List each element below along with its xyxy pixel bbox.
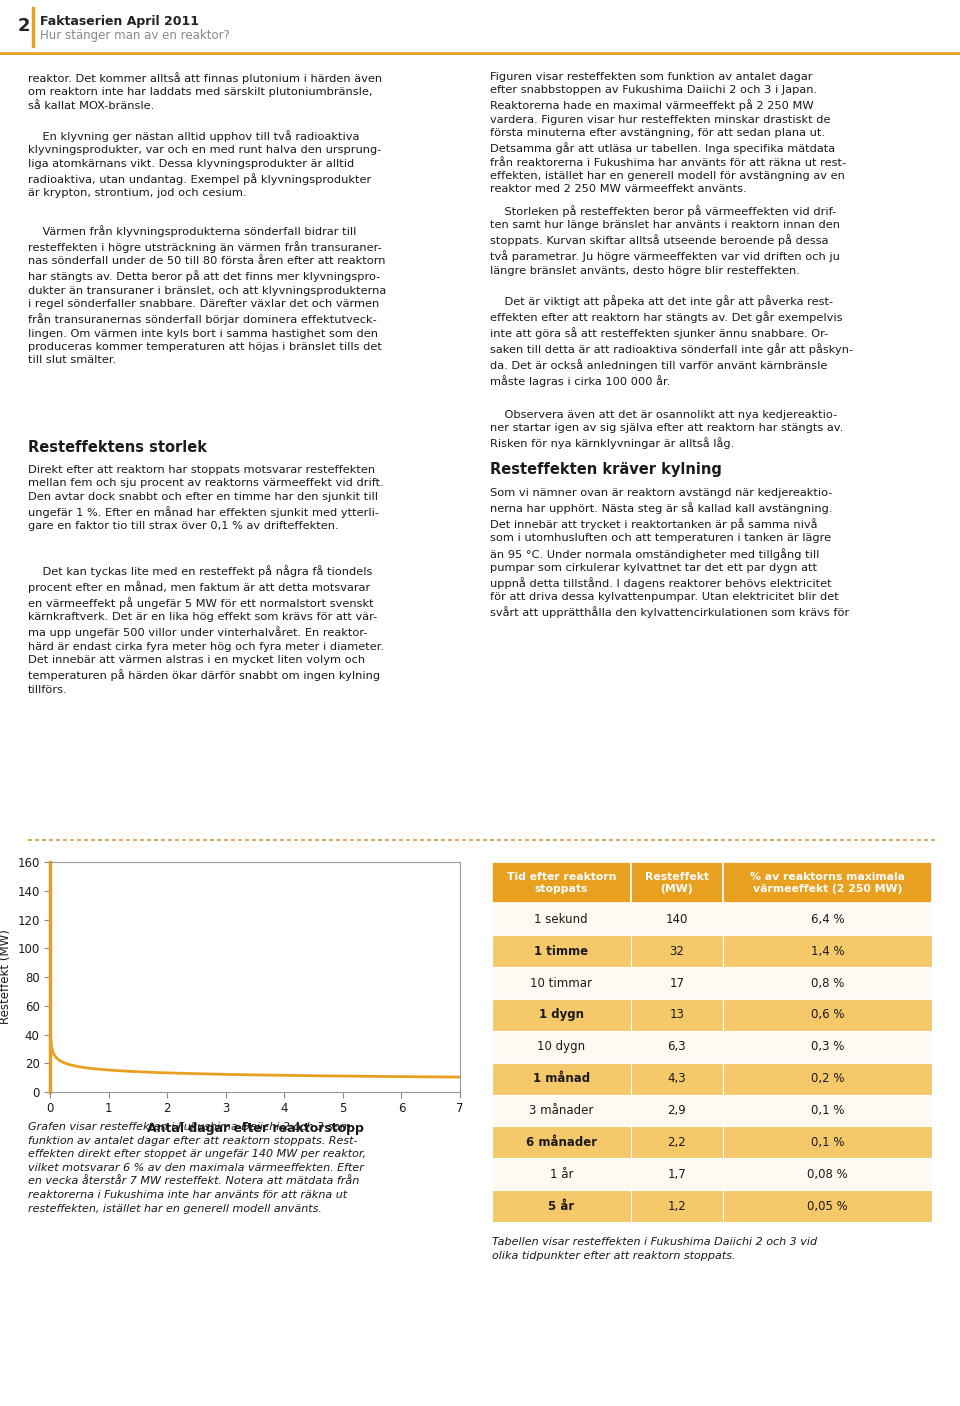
Text: Faktaserien April 2011: Faktaserien April 2011 <box>40 15 199 28</box>
Text: 1 månad: 1 månad <box>533 1073 589 1085</box>
Bar <box>492 1094 631 1126</box>
Text: 3 månader: 3 månader <box>529 1104 593 1116</box>
Text: 1 timme: 1 timme <box>534 945 588 957</box>
Bar <box>631 1000 723 1031</box>
Text: 0,08 %: 0,08 % <box>807 1168 848 1181</box>
Text: 1,2: 1,2 <box>667 1199 686 1212</box>
Bar <box>492 967 631 1000</box>
Bar <box>32 7 34 46</box>
Y-axis label: Resteffekt (MW): Resteffekt (MW) <box>0 929 12 1025</box>
Text: 0,8 %: 0,8 % <box>811 977 844 990</box>
Text: 2: 2 <box>18 17 31 35</box>
Bar <box>723 967 932 1000</box>
Bar <box>631 1189 723 1222</box>
Text: 0,05 %: 0,05 % <box>807 1199 848 1212</box>
X-axis label: Antal dagar efter reaktorstopp: Antal dagar efter reaktorstopp <box>147 1122 364 1136</box>
Text: Figuren visar resteffekten som funktion av antalet dagar
efter snabbstoppen av F: Figuren visar resteffekten som funktion … <box>490 72 846 194</box>
Bar <box>631 1031 723 1063</box>
Text: 0,3 %: 0,3 % <box>811 1040 844 1053</box>
Text: 0,1 %: 0,1 % <box>811 1136 844 1149</box>
Bar <box>723 1063 932 1094</box>
Bar <box>631 967 723 1000</box>
Text: 6,3: 6,3 <box>667 1040 686 1053</box>
Text: Det är viktigt att påpeka att det inte går att påverka rest-
effekten efter att : Det är viktigt att påpeka att det inte g… <box>490 295 853 387</box>
Text: 0,1 %: 0,1 % <box>811 1104 844 1116</box>
Bar <box>723 1031 932 1063</box>
Text: Tid efter reaktorn
stoppats: Tid efter reaktorn stoppats <box>507 872 616 894</box>
Text: En klyvning ger nästan alltid upphov till två radioaktiva
klyvningsprodukter, va: En klyvning ger nästan alltid upphov til… <box>28 129 381 198</box>
Text: 140: 140 <box>665 912 688 925</box>
Bar <box>631 1094 723 1126</box>
Bar <box>492 1159 631 1189</box>
Text: Det kan tyckas lite med en resteffekt på några få tiondels
procent efter en måna: Det kan tyckas lite med en resteffekt på… <box>28 565 384 695</box>
Bar <box>492 1031 631 1063</box>
Text: 1,7: 1,7 <box>667 1168 686 1181</box>
Bar <box>631 1126 723 1159</box>
Text: 0,2 %: 0,2 % <box>811 1073 844 1085</box>
Bar <box>723 1159 932 1189</box>
Text: 17: 17 <box>669 977 684 990</box>
Text: Som vi nämner ovan är reaktorn avstängd när kedjereaktio-
nerna har upphört. Näs: Som vi nämner ovan är reaktorn avstängd … <box>490 488 850 619</box>
Bar <box>631 862 723 904</box>
Bar <box>631 1063 723 1094</box>
Bar <box>492 1063 631 1094</box>
Bar <box>723 1094 932 1126</box>
Bar <box>723 862 932 904</box>
Text: 5 år: 5 år <box>548 1199 574 1212</box>
Bar <box>631 935 723 967</box>
Text: 4,3: 4,3 <box>667 1073 686 1085</box>
Text: 6,4 %: 6,4 % <box>810 912 844 925</box>
Text: 2,2: 2,2 <box>667 1136 686 1149</box>
Bar <box>723 1000 932 1031</box>
Text: 32: 32 <box>669 945 684 957</box>
Text: 2,9: 2,9 <box>667 1104 686 1116</box>
Text: Direkt efter att reaktorn har stoppats motsvarar resteffekten
mellan fem och sju: Direkt efter att reaktorn har stoppats m… <box>28 465 384 531</box>
Bar <box>492 1189 631 1222</box>
Text: Storleken på resteffekten beror på värmeeffekten vid drif-
ten samt hur länge br: Storleken på resteffekten beror på värme… <box>490 205 840 276</box>
Text: Grafen visar resteffekten i Fukushima Daiichi 2 och 3 som
funktion av antalet da: Grafen visar resteffekten i Fukushima Da… <box>28 1122 366 1213</box>
Bar <box>723 1189 932 1222</box>
Text: reaktor. Det kommer alltså att finnas plutonium i härden även
om reaktorn inte h: reaktor. Det kommer alltså att finnas pl… <box>28 72 382 111</box>
Text: Värmen från klyvningsprodukterna sönderfall bidrar till
resteffekten i högre uts: Värmen från klyvningsprodukterna sönderf… <box>28 225 386 366</box>
Text: % av reaktorns maximala
värmeeffekt (2 250 MW): % av reaktorns maximala värmeeffekt (2 2… <box>750 872 905 894</box>
Text: Tabellen visar resteffekten i Fukushima Daiichi 2 och 3 vid
olika tidpunkter eft: Tabellen visar resteffekten i Fukushima … <box>492 1237 817 1261</box>
Bar <box>492 1126 631 1159</box>
Text: 1 sekund: 1 sekund <box>535 912 588 925</box>
Text: 1 dygn: 1 dygn <box>539 1008 584 1021</box>
Text: Resteffekten kräver kylning: Resteffekten kräver kylning <box>490 463 722 477</box>
Text: 1,4 %: 1,4 % <box>810 945 844 957</box>
Text: Resteffekt
(MW): Resteffekt (MW) <box>645 872 708 894</box>
Bar <box>723 935 932 967</box>
Text: 0,6 %: 0,6 % <box>811 1008 844 1021</box>
Bar <box>492 862 631 904</box>
Bar <box>492 935 631 967</box>
Text: 6 månader: 6 månader <box>526 1136 597 1149</box>
Text: Observera även att det är osannolikt att nya kedjereaktio-
ner startar igen av s: Observera även att det är osannolikt att… <box>490 411 843 450</box>
Bar <box>723 1126 932 1159</box>
Text: 10 timmar: 10 timmar <box>530 977 592 990</box>
Bar <box>492 904 631 935</box>
Text: 10 dygn: 10 dygn <box>538 1040 586 1053</box>
Bar <box>631 904 723 935</box>
Bar <box>492 1000 631 1031</box>
Text: 1 år: 1 år <box>549 1168 573 1181</box>
Bar <box>723 904 932 935</box>
Bar <box>631 1159 723 1189</box>
Text: 13: 13 <box>669 1008 684 1021</box>
Text: Hur stänger man av en reaktor?: Hur stänger man av en reaktor? <box>40 30 229 42</box>
Text: Resteffektens storlek: Resteffektens storlek <box>28 440 207 456</box>
